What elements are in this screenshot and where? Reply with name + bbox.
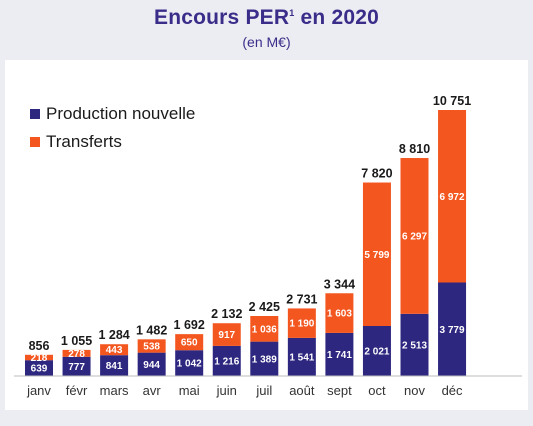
total-label-10: 8 810 xyxy=(399,142,430,156)
bar-production-0 xyxy=(25,360,53,376)
total-label-7: 2 731 xyxy=(286,292,317,306)
x-tick-label-5: juin xyxy=(216,383,237,398)
value-label-transferts-0: 218 xyxy=(31,353,48,364)
total-label-11: 10 751 xyxy=(433,94,471,108)
total-label-1: 1 055 xyxy=(61,334,92,348)
bar-production-2 xyxy=(100,355,129,376)
legend-label-transferts: Transferts xyxy=(46,132,122,151)
x-tick-label-8: sept xyxy=(327,383,352,398)
bar-production-4 xyxy=(175,350,204,376)
legend-item-transferts: Transferts xyxy=(30,128,195,156)
bar-production-10 xyxy=(400,313,429,376)
value-label-transferts-11: 6 972 xyxy=(440,192,465,203)
x-tick-label-3: avr xyxy=(143,383,162,398)
bar-transferts-11 xyxy=(438,110,467,283)
value-label-production-9: 2 021 xyxy=(364,346,389,357)
value-label-transferts-8: 1 603 xyxy=(327,309,352,320)
x-tick-label-9: oct xyxy=(368,383,386,398)
total-label-0: 856 xyxy=(29,339,50,353)
x-tick-label-2: mars xyxy=(100,383,129,398)
value-label-production-6: 1 389 xyxy=(252,354,277,365)
value-label-transferts-6: 1 036 xyxy=(252,324,277,335)
value-label-production-1: 777 xyxy=(68,362,85,373)
x-tick-label-11: déc xyxy=(442,383,463,398)
value-label-production-8: 1 741 xyxy=(327,350,352,361)
legend-swatch-production xyxy=(30,109,40,119)
title-suffix: en 2020 xyxy=(294,6,379,29)
bar-transferts-4 xyxy=(175,334,204,351)
bar-transferts-7 xyxy=(287,308,316,338)
bar-transferts-5 xyxy=(212,323,241,346)
legend: Production nouvelle Transferts xyxy=(30,100,195,156)
x-tick-label-0: janv xyxy=(26,383,51,398)
title-main: Encours PER xyxy=(154,6,290,29)
value-label-production-0: 639 xyxy=(31,364,48,375)
value-label-transferts-2: 443 xyxy=(106,345,123,356)
total-label-8: 3 344 xyxy=(324,277,355,291)
value-label-production-7: 1 541 xyxy=(289,352,314,363)
value-label-production-5: 1 216 xyxy=(214,356,239,367)
chart-subtitle: (en M€) xyxy=(242,34,291,50)
bar-transferts-0 xyxy=(25,354,53,361)
bar-production-6 xyxy=(250,341,279,376)
bar-transferts-2 xyxy=(100,344,129,356)
x-tick-label-6: juil xyxy=(255,383,272,398)
legend-label-production: Production nouvelle xyxy=(46,104,196,123)
value-label-transferts-5: 917 xyxy=(218,330,235,341)
value-label-production-2: 841 xyxy=(106,361,123,372)
value-label-production-10: 2 513 xyxy=(402,340,427,351)
x-tick-label-1: févr xyxy=(66,383,88,398)
total-label-6: 2 425 xyxy=(249,300,280,314)
bar-transferts-9 xyxy=(362,182,391,326)
value-label-production-3: 944 xyxy=(143,360,160,371)
bar-production-7 xyxy=(287,337,316,376)
legend-item-production: Production nouvelle xyxy=(30,100,195,128)
total-label-9: 7 820 xyxy=(361,167,392,181)
value-label-transferts-9: 5 799 xyxy=(364,250,389,261)
total-label-5: 2 132 xyxy=(211,307,242,321)
bar-transferts-10 xyxy=(400,158,429,314)
total-label-4: 1 692 xyxy=(174,318,205,332)
bar-transferts-3 xyxy=(137,339,166,353)
title-footnote-marker: 1 xyxy=(289,8,295,18)
bar-transferts-1 xyxy=(62,349,91,357)
total-label-2: 1 284 xyxy=(98,328,129,342)
x-tick-label-4: mai xyxy=(179,383,200,398)
chart-title: Encours PER1 en 2020 xyxy=(0,6,533,30)
value-label-transferts-3: 538 xyxy=(143,341,160,352)
value-label-transferts-10: 6 297 xyxy=(402,231,427,242)
value-label-transferts-4: 650 xyxy=(181,338,198,349)
bar-production-9 xyxy=(362,325,391,376)
value-label-transferts-7: 1 190 xyxy=(289,319,314,330)
bar-transferts-8 xyxy=(325,293,354,333)
x-tick-label-10: nov xyxy=(404,383,425,398)
value-label-transferts-1: 278 xyxy=(68,349,85,360)
bar-production-11 xyxy=(438,282,467,376)
legend-swatch-transferts xyxy=(30,137,40,147)
bar-production-8 xyxy=(325,332,354,376)
value-label-production-11: 3 779 xyxy=(440,325,465,336)
bar-production-5 xyxy=(212,345,241,376)
bar-transferts-6 xyxy=(250,316,279,342)
value-label-production-4: 1 042 xyxy=(177,359,202,370)
total-label-3: 1 482 xyxy=(136,323,167,337)
bar-production-1 xyxy=(62,356,91,376)
x-tick-label-7: août xyxy=(289,383,315,398)
bar-production-3 xyxy=(137,352,166,376)
